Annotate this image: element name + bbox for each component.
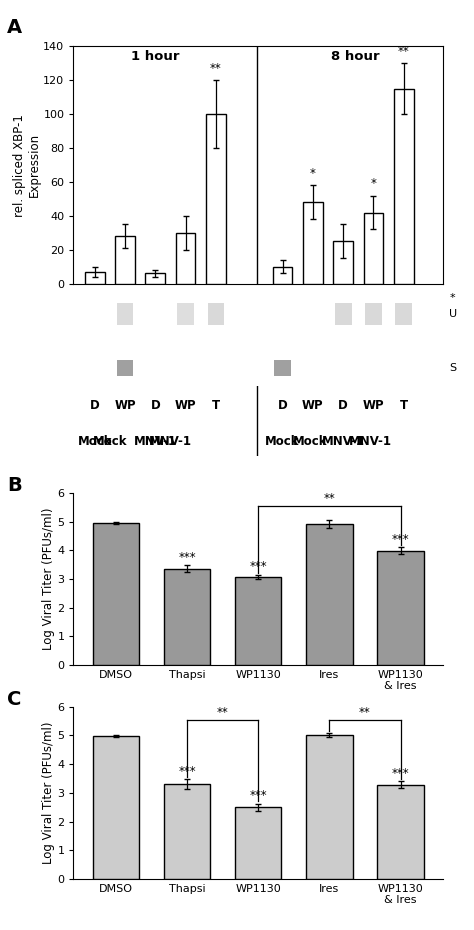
Bar (147, 302, 164, 325)
Bar (306, 524, 353, 665)
Text: MNV-1: MNV-1 (134, 435, 177, 448)
Text: Mock: Mock (77, 435, 112, 448)
Text: S: S (449, 363, 456, 373)
Y-axis label: rel. spliced XBP-1
Expression: rel. spliced XBP-1 Expression (12, 113, 41, 217)
Text: B: B (7, 476, 22, 495)
Text: ***: *** (249, 561, 267, 574)
Text: ***: *** (392, 767, 410, 780)
Bar (93, 736, 139, 879)
Text: ***: *** (392, 533, 410, 546)
Bar (117, 302, 133, 325)
Bar (395, 302, 412, 325)
Text: *: * (371, 178, 376, 191)
Text: Mock: Mock (292, 435, 327, 448)
Bar (164, 569, 210, 665)
Y-axis label: Log Viral Titer (PFUs/ml): Log Viral Titer (PFUs/ml) (42, 722, 55, 864)
Bar (395, 360, 412, 376)
Text: Mock: Mock (92, 435, 127, 448)
Bar (208, 360, 224, 376)
Text: D: D (278, 399, 287, 412)
Bar (117, 360, 133, 376)
Text: **: ** (359, 706, 371, 719)
Text: 8 hour: 8 hour (331, 50, 380, 63)
Bar (377, 785, 424, 879)
Bar (303, 203, 323, 284)
Bar (235, 577, 282, 665)
Bar (177, 302, 194, 325)
Text: WP: WP (363, 399, 384, 412)
Y-axis label: Log Viral Titer (PFUs/ml): Log Viral Titer (PFUs/ml) (42, 508, 55, 650)
Bar (93, 523, 139, 665)
Text: ***: *** (249, 790, 267, 803)
Text: 1 hour: 1 hour (131, 50, 180, 63)
Text: Mock: Mock (265, 435, 300, 448)
Text: **: ** (217, 706, 228, 719)
Text: C: C (7, 690, 21, 709)
Bar (333, 241, 353, 284)
Bar (206, 114, 226, 284)
Bar (274, 302, 291, 325)
Text: WP: WP (302, 399, 324, 412)
Text: T: T (400, 399, 408, 412)
Text: WP: WP (175, 399, 196, 412)
Text: MNV-1: MNV-1 (149, 435, 192, 448)
Bar (86, 360, 103, 376)
Bar (208, 302, 224, 325)
Bar (364, 213, 383, 284)
Text: **: ** (210, 62, 222, 75)
Bar (164, 784, 210, 879)
Text: *: * (449, 293, 455, 302)
Bar (146, 273, 165, 284)
Text: ***: *** (178, 551, 196, 564)
Text: *: * (310, 167, 316, 180)
Bar (274, 360, 291, 376)
Bar (377, 551, 424, 665)
Text: D: D (150, 399, 160, 412)
Bar (176, 232, 195, 284)
Bar (235, 807, 282, 879)
Bar (85, 272, 105, 284)
Bar (335, 302, 352, 325)
Text: A: A (7, 18, 22, 37)
Bar (273, 267, 292, 284)
Bar (365, 302, 382, 325)
Text: MNV-1: MNV-1 (322, 435, 365, 448)
Bar (86, 302, 103, 325)
Text: **: ** (398, 46, 410, 59)
Text: **: ** (324, 492, 335, 505)
Bar (115, 236, 135, 284)
Bar (305, 302, 321, 325)
Text: D: D (90, 399, 100, 412)
Text: U: U (449, 309, 457, 319)
Bar (306, 735, 353, 879)
Text: MNV-1: MNV-1 (349, 435, 392, 448)
Text: D: D (338, 399, 348, 412)
Bar (394, 89, 414, 284)
Text: WP: WP (114, 399, 136, 412)
Text: ***: *** (178, 764, 196, 777)
Text: T: T (212, 399, 220, 412)
